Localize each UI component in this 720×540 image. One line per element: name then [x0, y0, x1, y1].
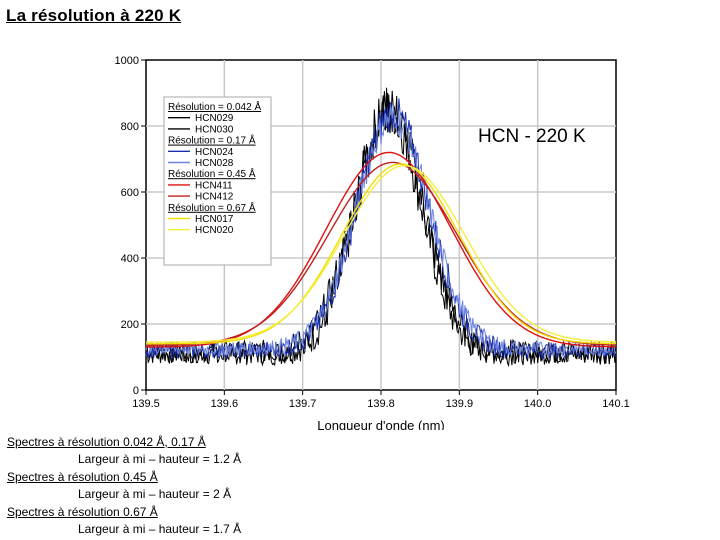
legend: Résolution = 0.042 ÅHCN029HCN030Résoluti…	[163, 96, 272, 266]
legend-group-label: Résolution = 0.67 Å	[168, 201, 256, 214]
x-tick-label: 139.8	[367, 398, 395, 410]
y-tick-label: 0	[133, 385, 139, 397]
y-tick-label: 400	[121, 253, 139, 265]
note-heading: Spectres à résolution 0.45 Å	[7, 469, 158, 484]
legend-group-label: Résolution = 0.45 Å	[168, 167, 256, 180]
y-tick-label: 600	[121, 187, 139, 199]
x-tick-label: 139.7	[289, 398, 317, 410]
x-tick-label: 140.1	[602, 398, 630, 410]
y-tick-label: 800	[121, 121, 139, 133]
legend-item-label: HCN020	[195, 225, 234, 236]
spectrum-chart: 139.5 139.6 139.7 139.8 139.9 140.0 140.1 0 200 4…	[115, 55, 630, 430]
series-hcn030	[145, 87, 617, 365]
series-hcn028	[145, 105, 617, 358]
legend-group-label: Résolution = 0.17 Å	[168, 134, 256, 147]
y-tick-label: 200	[121, 319, 139, 331]
legend-item-label: HCN028	[195, 158, 234, 169]
y-tick-label: 1000	[115, 55, 139, 67]
legend-item-label: HCN017	[195, 214, 234, 225]
legend-item-label: HCN030	[195, 124, 234, 135]
note-heading: Spectres à résolution 0.67 Å	[7, 504, 158, 519]
x-axis-label: Longueur d'onde (nm)	[317, 418, 445, 430]
chart-annotation: HCN - 220 K	[478, 126, 586, 147]
notes: Spectres à résolution 0.042 Å, 0.17 Å La…	[7, 434, 241, 538]
axis-ticks: 139.5 139.6 139.7 139.8 139.9 140.0 140.1 0 200 4…	[115, 55, 630, 410]
legend-group-label: Résolution = 0.042 Å	[168, 100, 261, 113]
note-detail: Largeur à mi – hauteur = 2 Å	[78, 487, 232, 502]
series-lines	[145, 87, 617, 368]
slide-title: La résolution à 220 K	[6, 6, 182, 25]
legend-item-label: HCN412	[195, 192, 234, 203]
note-detail: Largeur à mi – hauteur = 1.2 Å	[78, 452, 242, 467]
x-tick-label: 139.6	[211, 398, 239, 410]
x-tick-label: 139.9	[446, 398, 474, 410]
legend-box	[163, 96, 272, 266]
legend-item-label: HCN029	[195, 113, 234, 124]
legend-item-label: HCN411	[195, 180, 233, 191]
x-tick-label: 139.5	[132, 398, 160, 410]
note-detail: Largeur à mi – hauteur = 1.7 Å	[78, 522, 242, 537]
series-hcn020	[146, 164, 617, 343]
series-hcn017	[146, 163, 617, 345]
legend-items: Résolution = 0.042 ÅHCN029HCN030Résoluti…	[168, 100, 261, 236]
series-hcn411	[146, 151, 616, 348]
note-heading: Spectres à résolution 0.042 Å, 0.17 Å	[7, 435, 206, 449]
legend-item-label: HCN024	[195, 147, 234, 158]
x-tick-label: 140.0	[524, 398, 552, 410]
